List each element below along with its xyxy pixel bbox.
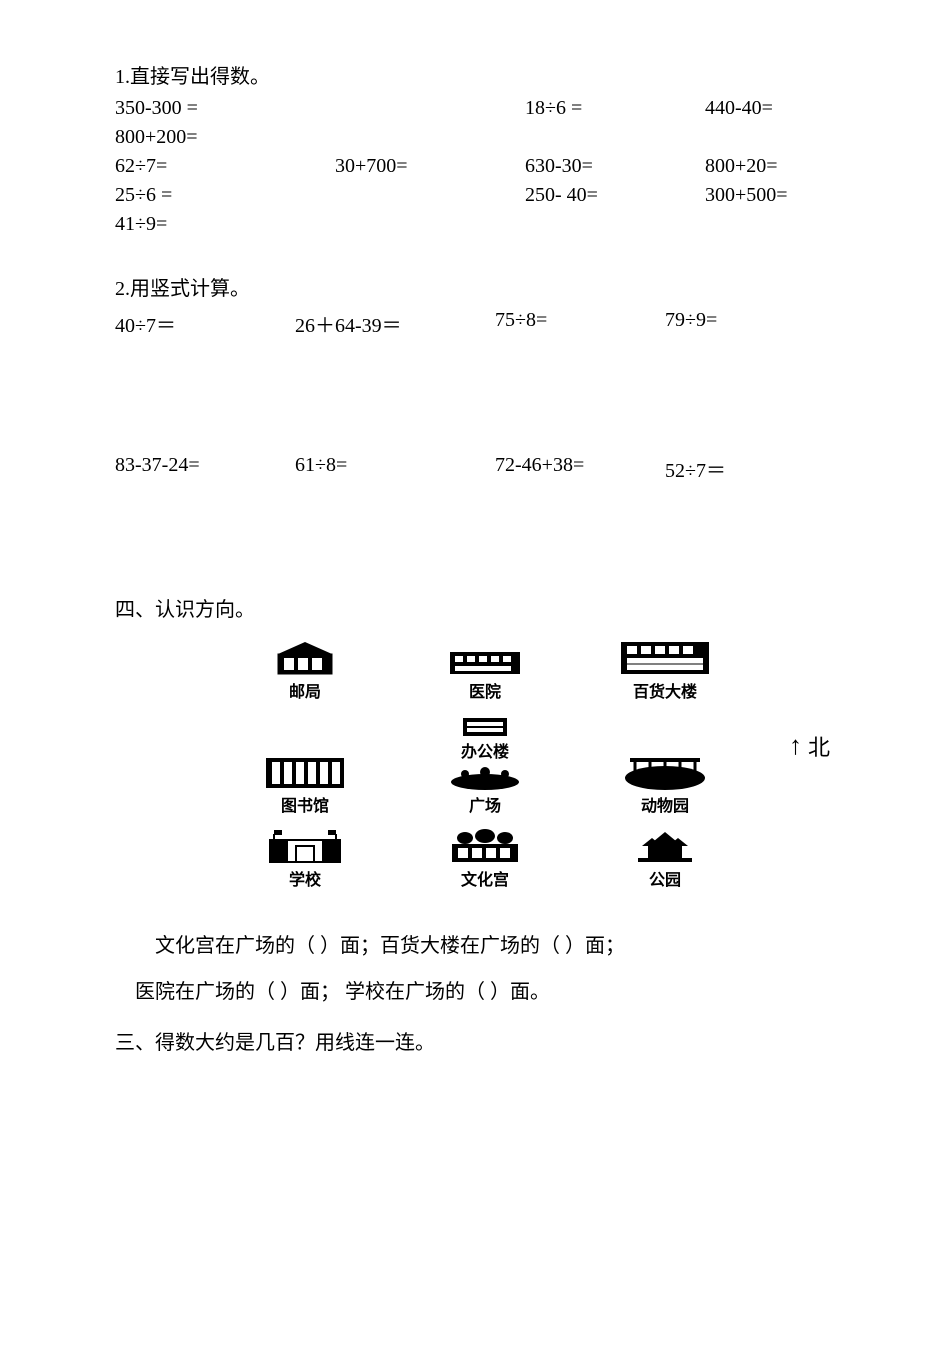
problem: 630-30=	[525, 155, 705, 178]
problem: 30+700=	[335, 155, 525, 178]
problem: 25÷6 =	[115, 184, 335, 207]
map-label: 图书馆	[281, 792, 329, 816]
problem: 79÷9=	[665, 309, 805, 338]
problem: 52÷7＝	[665, 454, 805, 483]
plaza-icon	[445, 764, 525, 792]
problem: 75÷8=	[495, 309, 665, 338]
problem	[335, 184, 525, 207]
problem	[705, 213, 855, 236]
direction-map: 邮局 医院	[225, 634, 835, 890]
map-department-store: 百货大楼	[585, 634, 745, 702]
problem: 83-37-24=	[115, 454, 295, 483]
map-label: 百货大楼	[633, 678, 697, 702]
map-center: 办公楼 广场	[405, 712, 565, 816]
office-building-icon	[455, 712, 515, 738]
department-store-icon	[615, 634, 715, 678]
map-hospital: 医院	[405, 634, 565, 702]
section1-row: 62÷7= 30+700= 630-30= 800+20=	[115, 155, 835, 178]
problem: 61÷8=	[295, 454, 495, 483]
north-label: 北	[808, 730, 830, 762]
problem: 300+500=	[705, 184, 855, 207]
hospital-icon	[445, 642, 525, 678]
section2-row: 40÷7＝ 26＋64-39＝ 75÷8= 79÷9=	[115, 309, 835, 338]
section4-title: 四、认识方向。	[115, 593, 835, 622]
problem	[335, 126, 525, 149]
map-library: 图书馆	[225, 712, 385, 816]
section1-row: 41÷9=	[115, 213, 835, 236]
map-post-office: 邮局	[225, 634, 385, 702]
park-icon	[630, 826, 700, 866]
problem	[525, 213, 705, 236]
problem: 250- 40=	[525, 184, 705, 207]
problem: 800+200=	[115, 126, 335, 149]
section3-title: 三、得数大约是几百？用线连一连。	[115, 1026, 835, 1055]
map-school: 学校	[225, 826, 385, 890]
section1-row: 350-300 = 18÷6 = 440-40=	[115, 97, 835, 120]
problem: 18÷6 =	[525, 97, 705, 120]
map-label: 文化宫	[461, 866, 509, 890]
fill-blank-line2: 医院在广场的（ ）面； 学校在广场的（ ）面。	[135, 972, 835, 1012]
fill-blank-line1: 文化宫在广场的（ ）面；百货大楼在广场的（ ）面；	[155, 920, 835, 972]
cultural-palace-icon	[440, 828, 530, 866]
map-label: 广场	[469, 792, 501, 816]
problem: 26＋64-39＝	[295, 309, 495, 338]
map-label: 动物园	[641, 792, 689, 816]
problem	[525, 126, 705, 149]
problem: 440-40=	[705, 97, 855, 120]
map-label: 医院	[469, 678, 501, 702]
problem: 41÷9=	[115, 213, 335, 236]
problem: 72-46+38=	[495, 454, 665, 483]
section1-title: 1.直接写出得数。	[115, 60, 835, 89]
problem: 62÷7=	[115, 155, 335, 178]
north-indicator: ↑ 北	[789, 730, 830, 762]
zoo-icon	[620, 752, 710, 792]
map-label: 办公楼	[461, 738, 509, 762]
map-label: 邮局	[289, 678, 321, 702]
map-label: 学校	[289, 866, 321, 890]
section1-row: 800+200=	[115, 126, 835, 149]
library-icon	[260, 748, 350, 792]
map-park: 公园	[585, 826, 745, 890]
north-arrow-icon: ↑	[789, 733, 802, 759]
section1-row: 25÷6 = 250- 40= 300+500=	[115, 184, 835, 207]
problem	[335, 213, 525, 236]
problem	[335, 97, 525, 120]
map-cultural-palace: 文化宫	[405, 826, 565, 890]
post-office-icon	[270, 638, 340, 678]
problem	[705, 126, 855, 149]
map-zoo: 动物园	[585, 712, 745, 816]
section2-row: 83-37-24= 61÷8= 72-46+38= 52÷7＝	[115, 454, 835, 483]
school-icon	[260, 826, 350, 866]
problem: 40÷7＝	[115, 309, 295, 338]
problem: 350-300 =	[115, 97, 335, 120]
map-label: 公园	[649, 866, 681, 890]
section2-title: 2.用竖式计算。	[115, 272, 835, 301]
problem: 800+20=	[705, 155, 855, 178]
